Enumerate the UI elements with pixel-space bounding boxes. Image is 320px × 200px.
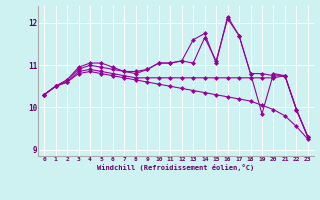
X-axis label: Windchill (Refroidissement éolien,°C): Windchill (Refroidissement éolien,°C) — [97, 164, 255, 171]
